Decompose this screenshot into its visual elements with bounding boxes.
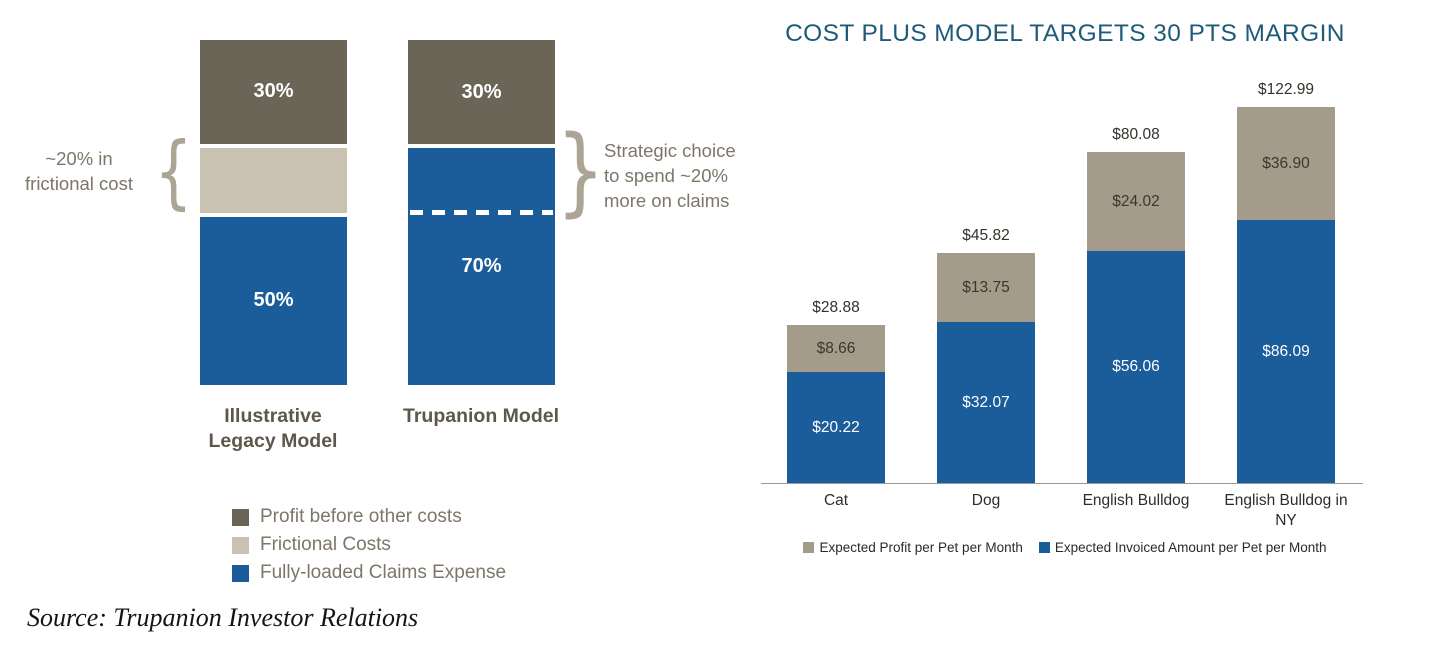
bar-total-label: $80.08 bbox=[1112, 126, 1160, 143]
legend-swatch-icon bbox=[232, 564, 249, 582]
right-chart-legend: Expected Profit per Pet per Month Expect… bbox=[765, 540, 1365, 555]
segment-claims-expense: 70% bbox=[408, 144, 555, 385]
segment-expected-profit: $24.02 bbox=[1087, 152, 1185, 251]
legend-item-profit: Profit before other costs bbox=[232, 506, 506, 528]
bar-dog: $45.82 $13.75 $32.07 bbox=[937, 227, 1035, 483]
segment-expected-invoiced: $32.07 bbox=[937, 322, 1035, 483]
x-axis-line bbox=[761, 483, 1363, 484]
segment-expected-profit: $36.90 bbox=[1237, 107, 1335, 220]
legend-label: Profit before other costs bbox=[260, 506, 462, 527]
segment-value-label: $36.90 bbox=[1262, 154, 1310, 172]
legend-swatch-icon bbox=[232, 536, 249, 554]
left-curly-brace-icon: { bbox=[154, 125, 193, 218]
legend-swatch-icon bbox=[232, 508, 249, 526]
segment-value-label: $32.07 bbox=[962, 393, 1010, 411]
bar-total-label: $122.99 bbox=[1257, 81, 1315, 98]
dashed-50pct-threshold-line bbox=[410, 210, 553, 215]
strategic-choice-annotation: Strategic choice to spend ~20% more on c… bbox=[604, 140, 736, 212]
right-curly-brace-icon: } bbox=[556, 115, 605, 227]
segment-value-label: $20.22 bbox=[812, 418, 860, 436]
legend-swatch-icon bbox=[803, 542, 815, 553]
bar-cat: $28.88 $8.66 $20.22 bbox=[787, 299, 885, 483]
segment-value-label: $86.09 bbox=[1262, 342, 1310, 360]
bar-label-illustrative-legacy: Illustrative Legacy Model bbox=[208, 405, 338, 453]
segment-profit-before-other-costs: 30% bbox=[200, 40, 347, 144]
segment-expected-invoiced: $56.06 bbox=[1087, 251, 1185, 483]
bar-total-label: $45.82 bbox=[962, 227, 1010, 244]
legend-item-expected-invoiced: Expected Invoiced Amount per Pet per Mon… bbox=[1038, 540, 1327, 555]
category-label-dog: Dog bbox=[971, 492, 1001, 509]
segment-value-label: $13.75 bbox=[962, 278, 1010, 296]
category-label-cat: Cat bbox=[823, 492, 849, 509]
segment-value-label: $8.66 bbox=[816, 339, 856, 357]
chart-title: COST PLUS MODEL TARGETS 30 PTS MARGIN bbox=[785, 20, 1345, 47]
source-note: Source: Trupanion Investor Relations bbox=[27, 603, 419, 632]
category-label-english-bulldog: English Bulldog bbox=[1082, 492, 1190, 509]
legend-label: Expected Invoiced Amount per Pet per Mon… bbox=[1054, 540, 1327, 555]
bar-english-bulldog-ny: $122.99 $36.90 $86.09 bbox=[1237, 81, 1335, 483]
segment-expected-invoiced: $86.09 bbox=[1237, 220, 1335, 483]
category-label-english-bulldog-ny: English Bulldog in NY bbox=[1224, 492, 1348, 530]
segment-value-label: 30% bbox=[253, 80, 294, 103]
frictional-cost-annotation: ~20% in frictional cost bbox=[25, 148, 133, 195]
segment-value-label: $24.02 bbox=[1112, 192, 1160, 210]
legend-label: Fully-loaded Claims Expense bbox=[260, 562, 507, 583]
bar-label-trupanion: Trupanion Model bbox=[403, 405, 559, 427]
legend-item-frictional: Frictional Costs bbox=[232, 534, 506, 556]
segment-expected-profit: $13.75 bbox=[937, 253, 1035, 322]
left-chart-legend: Profit before other costs Frictional Cos… bbox=[232, 506, 506, 584]
legend-item-expected-profit: Expected Profit per Pet per Month bbox=[803, 540, 1023, 555]
segment-claims-expense: 50% bbox=[200, 212, 347, 385]
bar-english-bulldog: $80.08 $24.02 $56.06 bbox=[1087, 126, 1185, 483]
segment-value-label: 50% bbox=[253, 289, 294, 312]
legend-label: Expected Profit per Pet per Month bbox=[819, 540, 1023, 555]
segment-value-label: 70% bbox=[461, 255, 502, 277]
bar-illustrative-legacy-model: 30% 50% bbox=[200, 40, 347, 385]
legend-swatch-icon bbox=[1038, 542, 1050, 553]
legend-label: Frictional Costs bbox=[260, 534, 391, 555]
segment-value-label: $56.06 bbox=[1112, 358, 1160, 375]
segment-expected-invoiced: $20.22 bbox=[787, 372, 885, 483]
segment-frictional-costs bbox=[200, 143, 347, 213]
legend-item-claims: Fully-loaded Claims Expense bbox=[232, 562, 506, 584]
segment-expected-profit: $8.66 bbox=[787, 325, 885, 372]
segment-profit-before-other-costs: 30% bbox=[408, 40, 555, 144]
bar-total-label: $28.88 bbox=[812, 299, 860, 316]
bar-trupanion-model: 30% 70% bbox=[408, 40, 555, 385]
segment-value-label: 30% bbox=[461, 80, 502, 103]
